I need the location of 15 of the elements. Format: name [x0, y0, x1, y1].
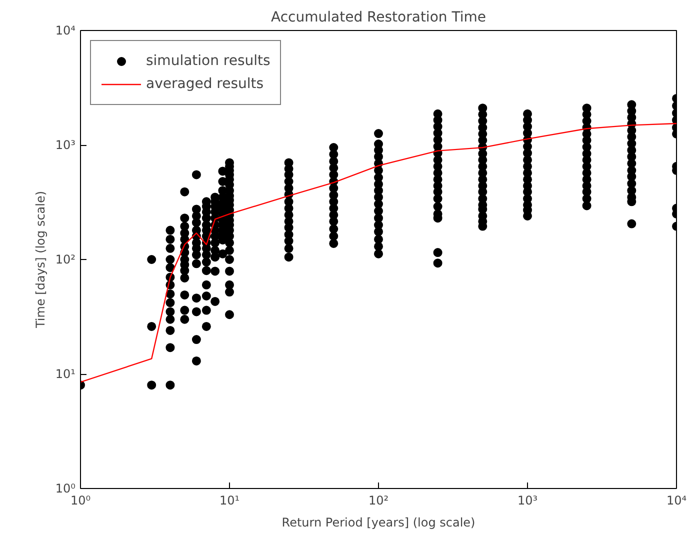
y-tick-label: 10⁴ — [55, 24, 76, 38]
legend-label: simulation results — [146, 53, 270, 69]
x-tick-label: 10⁰ — [70, 494, 91, 508]
x-tick-label: 10⁴ — [666, 494, 687, 508]
y-tick-label: 10² — [55, 252, 76, 266]
y-axis-title: Time [days] (log scale) — [33, 190, 48, 330]
y-tick-label: 10⁰ — [55, 482, 76, 496]
legend-label: averaged results — [146, 76, 264, 92]
y-tick-label: 10³ — [55, 138, 76, 152]
x-axis-title: Return Period [years] (log scale) — [282, 516, 476, 530]
x-tick-label: 10¹ — [219, 494, 240, 508]
x-tick-label: 10² — [368, 494, 389, 508]
chart-title: Accumulated Restoration Time — [271, 10, 486, 26]
x-tick-label: 10³ — [517, 494, 538, 508]
y-tick-label: 10¹ — [55, 367, 76, 381]
